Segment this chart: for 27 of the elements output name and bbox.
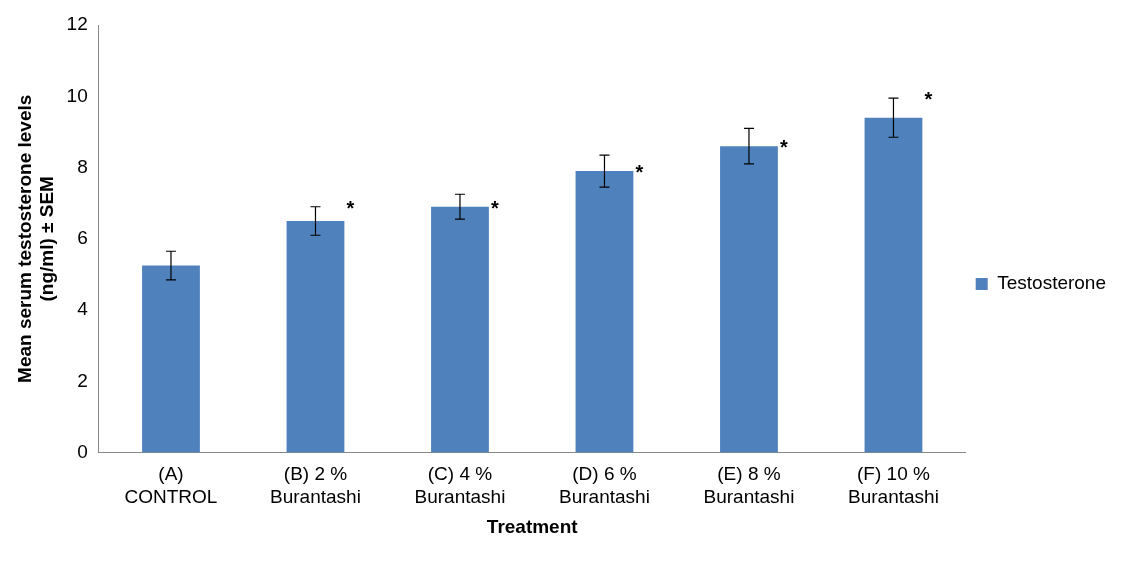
x-axis-title: Treatment [486, 515, 579, 537]
annotation: * [490, 196, 499, 219]
bar [575, 171, 634, 453]
y-tick-label: 6 [77, 227, 88, 249]
legend-label: Testosterone [997, 272, 1107, 294]
bar [720, 146, 778, 453]
y-tick-label: 2 [77, 369, 88, 391]
x-tick-label: (A) CONTROL [124, 463, 218, 508]
x-tick-label: (D) 6 % Burantashi [559, 463, 650, 508]
bar [142, 265, 200, 453]
y-tick-label: 0 [77, 440, 88, 462]
x-tick-label: (F) 10 % Burantashi [848, 463, 939, 508]
x-tick-label: (C) 4 % Burantashi [414, 463, 506, 508]
annotation: * [924, 88, 933, 111]
y-tick-label: 12 [66, 13, 88, 35]
bar [431, 206, 489, 453]
y-axis-title: Mean serum testosterone levels (ng/ml) ± SEM [13, 94, 58, 383]
bar [864, 117, 923, 453]
y-tick-label: 4 [77, 298, 89, 320]
annotation: * [779, 136, 788, 159]
y-tick-label: 10 [66, 84, 88, 106]
annotation: * [635, 161, 644, 184]
annotation: * [346, 196, 355, 219]
x-tick-label: (E) 8 % Burantashi [703, 463, 795, 508]
bar [286, 220, 345, 453]
y-tick-label: 8 [77, 155, 88, 177]
x-tick-label: (B) 2 % Burantashi [270, 463, 361, 508]
